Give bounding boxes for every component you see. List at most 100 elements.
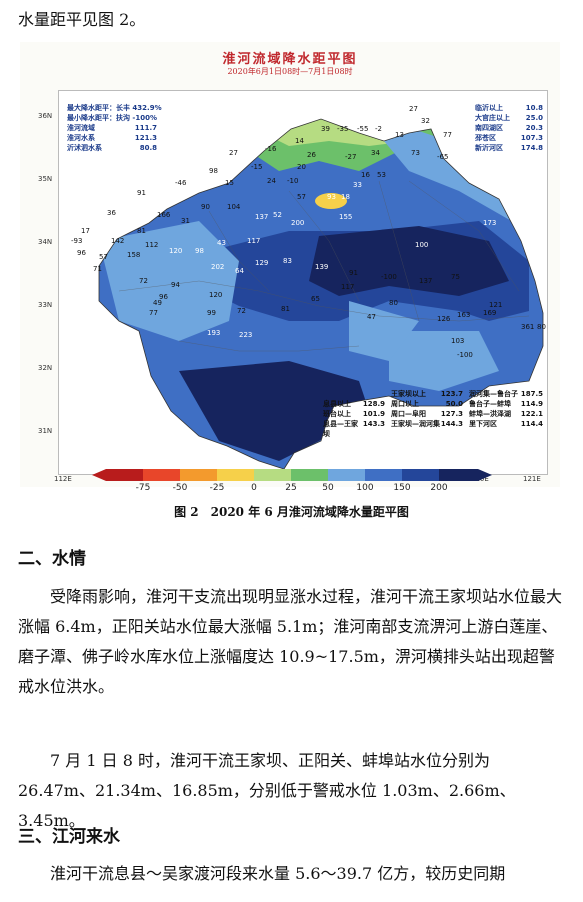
legend-arrow-left <box>92 469 106 481</box>
station-value: 120 <box>169 247 183 255</box>
station-value: -27 <box>345 153 357 161</box>
station-value: 112 <box>145 241 159 249</box>
station-value: 158 <box>127 251 141 259</box>
station-value: 39 <box>321 125 330 133</box>
stat-row: 王家坝以上 123.7 <box>391 389 463 399</box>
lat-label: 34N <box>38 238 53 246</box>
station-value: 126 <box>437 315 451 323</box>
station-value: 99 <box>207 309 216 317</box>
station-value: 72 <box>139 277 148 285</box>
stat-label: 里下河区 <box>469 420 497 428</box>
legend-arrow-right <box>478 469 492 481</box>
stat-label: 周口—阜阳 <box>391 410 426 418</box>
station-value: 77 <box>443 131 452 139</box>
stat-row: 大官庄以上 25.0 <box>475 113 543 123</box>
stat-label: 蚌埠—洪泽湖 <box>469 410 511 418</box>
legend-color <box>106 469 143 481</box>
stat-value: 127.3 <box>440 410 463 418</box>
stat-row: 里下河区 114.4 <box>469 419 543 429</box>
station-value: -16 <box>265 145 277 153</box>
stat-value: 121.3 <box>134 134 157 142</box>
station-value: -2 <box>375 125 382 133</box>
station-value: 31 <box>181 217 190 225</box>
station-value: 52 <box>273 211 282 219</box>
stat-value: 10.8 <box>525 104 543 112</box>
legend-tick: 50 <box>322 483 334 493</box>
section-heading: 二、水情 <box>18 549 86 569</box>
station-value: 200 <box>291 219 305 227</box>
map-frame: 27 32 39 -35 -55 -2 13 77 14 -16 26 -27 … <box>58 90 548 475</box>
station-value: 155 <box>339 213 353 221</box>
stat-label: 息县以上 <box>323 400 351 408</box>
legend-tick: -50 <box>172 483 188 493</box>
legend-tick: -75 <box>135 483 151 493</box>
station-value: 163 <box>457 311 471 319</box>
stat-row: 蚌埠—洪泽湖 122.1 <box>469 409 543 419</box>
station-value: 100 <box>415 241 429 249</box>
station-value: 65 <box>311 295 320 303</box>
middle-huai-stats: 王家坝以上 123.7 周口以上 50.0 周口—阜阳 127.3 王家坝—润河集 14… <box>391 389 463 429</box>
stat-row: 王家坝—润河集 144.3 <box>391 419 463 429</box>
station-value: 103 <box>451 337 465 345</box>
lon-label: 112E <box>54 475 72 483</box>
station-value: 71 <box>93 265 102 273</box>
station-value: 96 <box>159 293 168 301</box>
station-value: 81 <box>137 227 146 235</box>
legend-color <box>254 469 291 481</box>
station-value: 49 <box>153 299 162 307</box>
station-value: -100 <box>381 273 397 281</box>
legend-color <box>365 469 402 481</box>
stat-value: 144.3 <box>440 420 463 428</box>
stat-label: 南四湖区 <box>475 124 503 132</box>
station-value: 20 <box>297 163 306 171</box>
stat-row: 最小降水距平：扶沟 -100% <box>67 113 197 123</box>
stat-label: 息县—王家坝 <box>323 420 358 438</box>
station-value: 47 <box>367 313 376 321</box>
stat-value: 50.0 <box>445 400 463 408</box>
legend-tick: 25 <box>285 483 297 493</box>
station-value: 77 <box>149 309 158 317</box>
upper-huai-stats: 息县以上 128.9 班台以上 101.9 息县—王家坝 143.3 <box>323 399 385 438</box>
legend-tick: 150 <box>393 483 411 493</box>
stat-label: 王家坝以上 <box>391 390 426 398</box>
station-value: 223 <box>239 331 253 339</box>
station-value: 75 <box>451 273 460 281</box>
station-value: 27 <box>229 149 238 157</box>
stat-row: 周口—阜阳 127.3 <box>391 409 463 419</box>
stat-row: 班台以上 101.9 <box>323 409 385 419</box>
stat-label: 周口以上 <box>391 400 419 408</box>
station-value: 72 <box>237 307 246 315</box>
station-value: 27 <box>409 105 418 113</box>
station-value: 14 <box>295 137 304 145</box>
station-value: 15 <box>225 179 234 187</box>
station-value: -100 <box>457 351 473 359</box>
station-value: -35 <box>337 125 349 133</box>
station-value: -46 <box>175 179 187 187</box>
station-value: 34 <box>371 149 380 157</box>
legend-tick: 200 <box>430 483 448 493</box>
stat-label: 邳苍区 <box>475 134 496 142</box>
stat-value: 114.4 <box>520 420 543 428</box>
station-value: 117 <box>247 237 261 245</box>
lower-huai-stats: 润河集—鲁台子 187.5 鲁台子—蚌埠 114.9 蚌埠—洪泽湖 122.1 里下河… <box>469 389 543 429</box>
station-value: 129 <box>255 259 269 267</box>
figure-caption: 图 2 2020 年 6 月淮河流域降水量距平图 <box>174 505 409 519</box>
stat-value: 174.8 <box>520 144 543 152</box>
stat-value: 111.7 <box>134 124 157 132</box>
station-value: 26 <box>307 151 316 159</box>
legend-color <box>439 469 478 481</box>
legend-color <box>291 469 328 481</box>
station-value: 16 <box>361 171 370 179</box>
stat-label: 淮河流域 <box>67 124 95 132</box>
station-value: 139 <box>315 263 329 271</box>
stat-label: 新沂河区 <box>475 144 503 152</box>
stat-label: 临沂以上 <box>475 104 503 112</box>
station-value: 80 <box>389 299 398 307</box>
stat-row: 息县以上 128.9 <box>323 399 385 409</box>
station-value: 202 <box>211 263 225 271</box>
stat-row: 南四湖区 20.3 <box>475 123 543 133</box>
stat-value: 107.3 <box>520 134 543 142</box>
station-value: 24 <box>267 177 276 185</box>
station-value: 33 <box>353 181 362 189</box>
stat-label: 润河集—鲁台子 <box>469 390 518 398</box>
